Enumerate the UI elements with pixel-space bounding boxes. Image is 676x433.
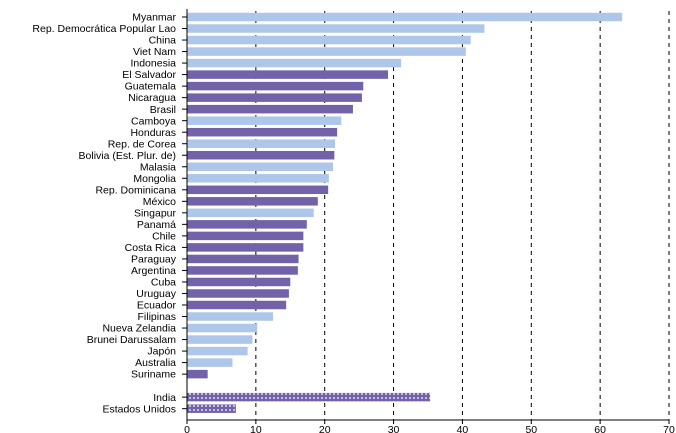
bar-13	[187, 162, 333, 172]
bar-25	[187, 300, 287, 310]
category-label-18: Panamá	[137, 219, 176, 231]
category-label-14: Mongolia	[133, 173, 176, 185]
bar-26	[187, 312, 274, 321]
category-label-5: El Salvador	[122, 69, 176, 81]
bar-17	[187, 208, 314, 218]
bar-11	[187, 139, 336, 148]
category-label-20: Costa Rica	[125, 242, 177, 254]
category-label-10: Honduras	[130, 127, 176, 139]
category-label-12: Bolivia (Est. Plur. de)	[79, 150, 176, 162]
category-label-34: Estados Unidos	[102, 403, 176, 415]
bar-22	[187, 266, 298, 275]
bar-19	[187, 231, 304, 241]
category-label-13: Malasia	[140, 161, 176, 173]
bar-6	[187, 81, 364, 91]
category-label-2: China	[149, 35, 177, 47]
bar-12	[187, 150, 335, 160]
bar-1	[187, 24, 485, 33]
axes: 0 10 20 30 40 50 60 70	[182, 9, 675, 433]
bar-31	[187, 369, 208, 379]
bar-2	[187, 35, 471, 45]
bar-15	[187, 185, 329, 195]
category-label-15: Rep. Dominicana	[95, 184, 176, 196]
x-tick-label-10: 10	[250, 424, 262, 433]
category-label-27: Nueva Zelandia	[102, 323, 176, 335]
bar-27	[187, 323, 258, 333]
bar-21	[187, 254, 299, 264]
x-tick-label-20: 20	[319, 424, 331, 433]
category-label-22: Argentina	[131, 265, 176, 277]
bar-5	[187, 70, 389, 79]
bar-24	[187, 289, 289, 298]
category-label-16: México	[143, 196, 176, 208]
category-label-4: Indonesia	[130, 58, 176, 70]
bar-33	[187, 392, 431, 402]
category-label-30: Australia	[135, 357, 176, 369]
x-tick-label-50: 50	[525, 424, 537, 433]
bar-23	[187, 277, 291, 287]
bar-18	[187, 220, 307, 229]
x-tick-label-40: 40	[457, 424, 469, 433]
category-label-11: Rep. de Corea	[108, 138, 176, 150]
bar-29	[187, 346, 248, 356]
bar-30	[187, 358, 233, 367]
bars	[187, 12, 623, 413]
bar-4	[187, 58, 402, 68]
category-label-1: Rep. Democrática Popular Lao	[32, 23, 176, 35]
bar-7	[187, 93, 362, 102]
x-tick-label-60: 60	[594, 424, 606, 433]
category-label-17: Singapur	[134, 207, 177, 219]
category-label-3: Viet Nam	[133, 46, 176, 58]
category-label-24: Uruguay	[136, 288, 176, 300]
category-label-21: Paraguay	[131, 254, 177, 266]
category-label-0: Myanmar	[132, 12, 176, 24]
bar-0	[187, 12, 623, 22]
bar-16	[187, 197, 318, 206]
category-label-29: Japón	[147, 346, 176, 358]
bar-9	[187, 116, 342, 125]
category-label-9: Camboya	[131, 115, 176, 127]
x-tick-label-0: 0	[184, 424, 190, 433]
bar-28	[187, 335, 253, 344]
category-label-23: Cuba	[151, 277, 176, 289]
category-label-33: India	[153, 392, 176, 404]
category-label-7: Nicaragua	[128, 92, 176, 104]
category-label-31: Suriname	[131, 369, 176, 381]
bar-8	[187, 104, 353, 114]
x-tick-label-30: 30	[388, 424, 400, 433]
bar-3	[187, 47, 466, 56]
category-label-28: Brunei Darussalam	[87, 334, 177, 346]
bar-34	[187, 404, 236, 413]
bar-14	[187, 174, 329, 183]
category-label-8: Brasil	[150, 104, 176, 116]
x-tick-label-70: 70	[663, 424, 675, 433]
bar-20	[187, 243, 304, 252]
bar-10	[187, 127, 338, 137]
category-label-25: Ecuador	[137, 300, 177, 312]
category-label-6: Guatemala	[125, 81, 177, 93]
category-label-26: Filipinas	[137, 311, 176, 323]
category-label-19: Chile	[152, 230, 176, 242]
